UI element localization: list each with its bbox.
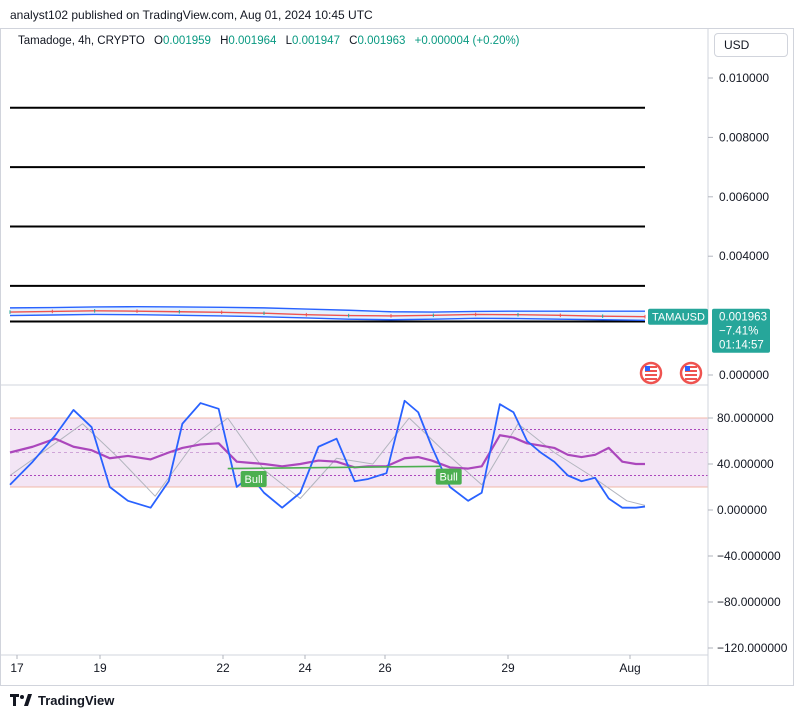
time-tick-label: 26 <box>378 661 392 675</box>
open-value: 0.001959 <box>162 35 211 47</box>
price-tag-change: −7.41% <box>719 326 758 338</box>
symbol-tag-label: TAMAUSD <box>652 312 705 324</box>
time-tick-label: 29 <box>501 661 515 675</box>
price-tag-countdown: 01:14:57 <box>719 340 764 352</box>
bull-label-bg <box>240 470 267 487</box>
currency-button[interactable]: USD <box>714 33 788 57</box>
bollinger-upper-line <box>9 305 645 313</box>
flag-canton <box>645 366 650 371</box>
close-value: 0.001963 <box>357 35 406 47</box>
time-tick-label: 24 <box>298 661 312 675</box>
low-key: L <box>285 35 292 47</box>
flag-stripe <box>645 378 657 380</box>
osc-tick-label: −120.000000 <box>717 641 788 655</box>
time-tick-label: 22 <box>216 661 230 675</box>
osc-tick-label: 0.000000 <box>717 503 767 517</box>
high-key: H <box>220 35 229 47</box>
osc-tick-label: 80.000000 <box>717 411 774 425</box>
flag-stripe <box>645 366 657 368</box>
legend: Tamadoge, 4h, CRYPTO O0.001959 H0.001964… <box>18 35 520 47</box>
flag-stripe <box>645 374 657 376</box>
low-value: 0.001947 <box>292 35 340 47</box>
change-value: +0.000004 (+0.20%) <box>414 35 520 47</box>
price-panel <box>9 106 703 385</box>
chart-frame <box>0 28 794 686</box>
price-tick-label: 0.006000 <box>719 190 769 204</box>
flag-stripe <box>685 374 697 376</box>
time-tick-label: 17 <box>10 661 24 675</box>
price-tick-label: 0.000000 <box>719 368 769 382</box>
top-bar: analyst102 published on TradingView.com,… <box>0 0 802 30</box>
bull-label-bg <box>435 468 462 485</box>
price-line <box>9 310 646 318</box>
osc-tick-label: −40.000000 <box>717 549 781 563</box>
footer-brand[interactable]: TradingView <box>10 690 114 710</box>
flag-stripe <box>685 366 697 368</box>
bull-label: Bull <box>440 472 458 484</box>
us-flag-icon[interactable] <box>639 361 663 385</box>
published-caption: analyst102 published on TradingView.com,… <box>10 8 373 22</box>
price-tick-label: 0.008000 <box>719 130 769 144</box>
footer-brand-label: TradingView <box>38 692 115 708</box>
price-tag <box>712 308 770 353</box>
osc-tick-label: 40.000000 <box>717 457 774 471</box>
high-value: 0.001964 <box>228 35 277 47</box>
symbol-label: Tamadoge, 4h, CRYPTO <box>18 35 145 47</box>
flag-stripe <box>645 370 657 372</box>
axes: 0.010000 0.008000 0.006000 0.004000 0.000000… <box>0 28 788 686</box>
bollinger-band-fill <box>10 306 645 321</box>
tradingview-logo-icon <box>10 694 32 706</box>
price-tick-label: 0.004000 <box>719 249 769 263</box>
bollinger-lower-line <box>9 313 646 322</box>
oscillator-panel: Bull Bull <box>9 399 708 509</box>
open-key: O <box>153 35 163 47</box>
bull-label: Bull <box>244 474 262 486</box>
stoch-k-line <box>9 399 646 509</box>
close-key: C <box>349 35 358 47</box>
price-tag-value: 0.001963 <box>719 312 767 324</box>
bull-divergence-line <box>227 465 441 470</box>
flag-stripe <box>685 370 697 372</box>
flag-stripe <box>685 378 697 380</box>
time-tick-label: Aug <box>619 661 640 675</box>
us-flag-icon-axis[interactable] <box>679 361 703 385</box>
price-tick-label: 0.010000 <box>719 71 769 85</box>
symbol-tag[interactable] <box>648 308 708 325</box>
osc-tick-label: −80.000000 <box>717 595 781 609</box>
flag-canton <box>685 366 690 371</box>
time-tick-label: 19 <box>93 661 107 675</box>
stoch-d-line <box>9 417 646 506</box>
